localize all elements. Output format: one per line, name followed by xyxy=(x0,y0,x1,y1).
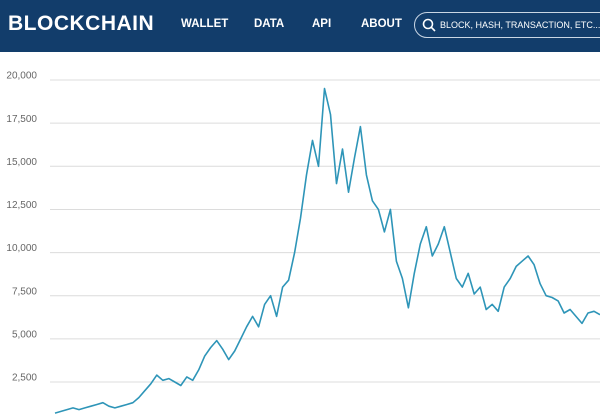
search-placeholder: BLOCK, HASH, TRANSACTION, ETC... xyxy=(440,20,600,30)
nav-link[interactable]: API xyxy=(312,18,332,30)
nav-link[interactable]: WALLET xyxy=(181,18,229,30)
search-box[interactable]: BLOCK, HASH, TRANSACTION, ETC... xyxy=(414,12,600,38)
y-tick-label: 7,500 xyxy=(12,286,37,297)
y-tick-label: 20,000 xyxy=(6,71,37,82)
search-icon xyxy=(422,18,436,32)
y-tick-label: 17,500 xyxy=(6,114,37,125)
header: BLOCKCHAIN WALLET DATA API ABOUT BLOCK, … xyxy=(0,0,600,52)
y-tick-label: 10,000 xyxy=(6,243,37,254)
y-tick-label: 15,000 xyxy=(6,157,37,168)
nav-link[interactable]: ABOUT xyxy=(361,18,402,30)
price-line xyxy=(54,87,600,414)
logo[interactable]: BLOCKCHAIN xyxy=(8,12,155,35)
y-tick-label: 12,500 xyxy=(6,200,37,211)
y-tick-label: 5,000 xyxy=(12,330,37,341)
y-tick-label: 2,500 xyxy=(12,373,37,384)
nav-link[interactable]: DATA xyxy=(254,18,285,30)
